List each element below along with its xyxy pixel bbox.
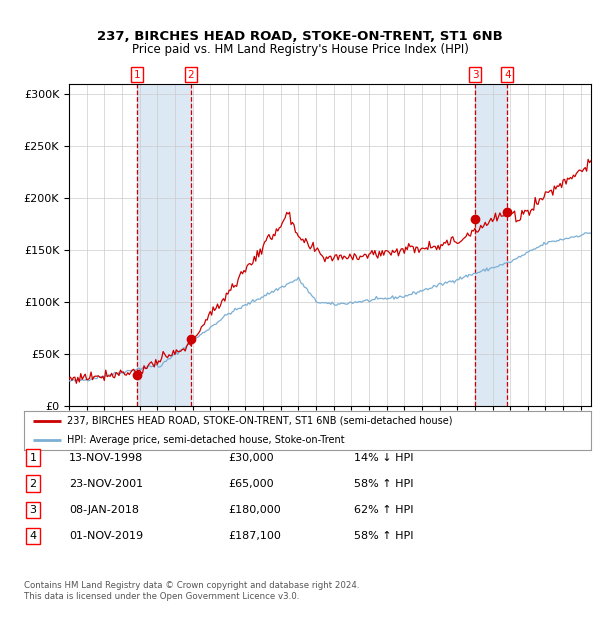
Text: £30,000: £30,000 — [228, 453, 274, 463]
Bar — [137, 84, 191, 406]
Text: 1: 1 — [134, 69, 140, 79]
Text: 1: 1 — [29, 453, 37, 463]
Text: 01-NOV-2019: 01-NOV-2019 — [69, 531, 143, 541]
Text: £180,000: £180,000 — [228, 505, 281, 515]
Text: 2: 2 — [187, 69, 194, 79]
Text: 13-NOV-1998: 13-NOV-1998 — [69, 453, 143, 463]
Text: 58% ↑ HPI: 58% ↑ HPI — [354, 531, 413, 541]
Text: HPI: Average price, semi-detached house, Stoke-on-Trent: HPI: Average price, semi-detached house,… — [67, 435, 344, 445]
Text: 237, BIRCHES HEAD ROAD, STOKE-ON-TRENT, ST1 6NB: 237, BIRCHES HEAD ROAD, STOKE-ON-TRENT, … — [97, 30, 503, 43]
Text: 58% ↑ HPI: 58% ↑ HPI — [354, 479, 413, 489]
Text: 4: 4 — [29, 531, 37, 541]
Text: 3: 3 — [472, 69, 479, 79]
Text: 3: 3 — [29, 505, 37, 515]
Text: £187,100: £187,100 — [228, 531, 281, 541]
Text: This data is licensed under the Open Government Licence v3.0.: This data is licensed under the Open Gov… — [24, 592, 299, 601]
Bar — [475, 84, 508, 406]
Text: £65,000: £65,000 — [228, 479, 274, 489]
Text: 4: 4 — [504, 69, 511, 79]
Text: 62% ↑ HPI: 62% ↑ HPI — [354, 505, 413, 515]
Text: 08-JAN-2018: 08-JAN-2018 — [69, 505, 139, 515]
Text: 2: 2 — [29, 479, 37, 489]
Text: 23-NOV-2001: 23-NOV-2001 — [69, 479, 143, 489]
Text: 14% ↓ HPI: 14% ↓ HPI — [354, 453, 413, 463]
Text: 237, BIRCHES HEAD ROAD, STOKE-ON-TRENT, ST1 6NB (semi-detached house): 237, BIRCHES HEAD ROAD, STOKE-ON-TRENT, … — [67, 415, 452, 426]
Text: Contains HM Land Registry data © Crown copyright and database right 2024.: Contains HM Land Registry data © Crown c… — [24, 581, 359, 590]
Text: Price paid vs. HM Land Registry's House Price Index (HPI): Price paid vs. HM Land Registry's House … — [131, 43, 469, 56]
